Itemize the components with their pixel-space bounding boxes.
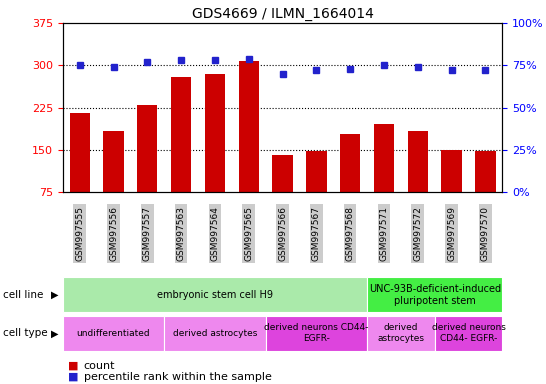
- Text: derived neurons
CD44- EGFR-: derived neurons CD44- EGFR-: [431, 323, 506, 343]
- Text: GSM997566: GSM997566: [278, 206, 287, 261]
- Bar: [69, 113, 90, 234]
- Text: GSM997557: GSM997557: [143, 206, 152, 261]
- Text: derived neurons CD44-
EGFR-: derived neurons CD44- EGFR-: [264, 323, 369, 343]
- Text: percentile rank within the sample: percentile rank within the sample: [84, 372, 271, 382]
- Bar: [171, 76, 191, 234]
- Text: GSM997570: GSM997570: [481, 206, 490, 261]
- Text: UNC-93B-deficient-induced
pluripotent stem: UNC-93B-deficient-induced pluripotent st…: [369, 284, 501, 306]
- Text: GSM997555: GSM997555: [75, 206, 84, 261]
- Bar: [103, 131, 123, 234]
- Bar: [137, 105, 157, 234]
- Bar: [442, 150, 462, 234]
- Text: embryonic stem cell H9: embryonic stem cell H9: [157, 290, 273, 300]
- Text: GSM997556: GSM997556: [109, 206, 118, 261]
- Text: GSM997571: GSM997571: [379, 206, 389, 261]
- Text: GSM997563: GSM997563: [176, 206, 186, 261]
- Bar: [63, 277, 367, 312]
- Text: GSM997567: GSM997567: [312, 206, 321, 261]
- Bar: [408, 131, 428, 234]
- Bar: [340, 134, 360, 234]
- Text: derived astrocytes: derived astrocytes: [173, 329, 257, 338]
- Bar: [374, 124, 394, 234]
- Bar: [239, 61, 259, 234]
- Text: ■: ■: [68, 361, 79, 371]
- Bar: [164, 316, 266, 351]
- Text: ▶: ▶: [51, 328, 59, 338]
- Text: undifferentiated: undifferentiated: [76, 329, 150, 338]
- Bar: [367, 277, 502, 312]
- Bar: [272, 156, 293, 234]
- Text: derived
astrocytes: derived astrocytes: [377, 323, 424, 343]
- Bar: [367, 316, 435, 351]
- Text: ▶: ▶: [51, 290, 59, 300]
- Bar: [475, 151, 496, 234]
- Text: GSM997565: GSM997565: [244, 206, 253, 261]
- Text: count: count: [84, 361, 115, 371]
- Bar: [266, 316, 367, 351]
- Text: GSM997568: GSM997568: [346, 206, 355, 261]
- Text: GSM997569: GSM997569: [447, 206, 456, 261]
- Bar: [63, 316, 164, 351]
- Text: cell type: cell type: [3, 328, 48, 338]
- Bar: [306, 151, 327, 234]
- Title: GDS4669 / ILMN_1664014: GDS4669 / ILMN_1664014: [192, 7, 373, 21]
- Text: GSM997572: GSM997572: [413, 206, 422, 261]
- Text: ■: ■: [68, 372, 79, 382]
- Text: cell line: cell line: [3, 290, 43, 300]
- Bar: [435, 316, 502, 351]
- Bar: [205, 74, 225, 234]
- Text: GSM997564: GSM997564: [210, 206, 219, 261]
